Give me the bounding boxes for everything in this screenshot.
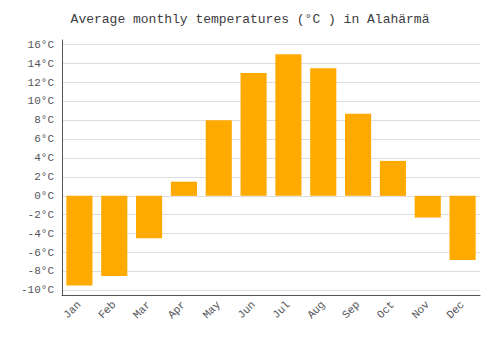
svg-text:Mar: Mar (131, 299, 153, 321)
svg-text:10°C: 10°C (28, 95, 55, 107)
svg-text:12°C: 12°C (28, 77, 55, 89)
svg-text:Dec: Dec (444, 299, 466, 321)
svg-text:Jun: Jun (235, 299, 257, 321)
svg-text:0°C: 0°C (34, 190, 54, 202)
svg-text:Jul: Jul (270, 299, 292, 321)
svg-text:-6°C: -6°C (28, 247, 55, 259)
svg-text:Feb: Feb (96, 299, 118, 321)
svg-text:Average monthly temperatures (: Average monthly temperatures (°C ) in Al… (71, 12, 430, 27)
svg-text:16°C: 16°C (28, 39, 55, 51)
svg-text:8°C: 8°C (34, 114, 54, 126)
svg-text:Apr: Apr (166, 299, 188, 321)
svg-text:May: May (201, 298, 224, 321)
svg-text:Aug: Aug (305, 299, 327, 321)
svg-text:14°C: 14°C (28, 58, 55, 70)
svg-text:-8°C: -8°C (28, 265, 55, 277)
svg-text:4°C: 4°C (34, 152, 54, 164)
svg-text:Oct: Oct (375, 299, 397, 321)
svg-text:Nov: Nov (410, 298, 433, 321)
svg-text:Sep: Sep (340, 299, 362, 321)
svg-text:6°C: 6°C (34, 133, 54, 145)
svg-text:2°C: 2°C (34, 171, 54, 183)
svg-text:-2°C: -2°C (28, 209, 55, 221)
svg-text:-10°C: -10°C (21, 284, 54, 296)
svg-text:Jan: Jan (61, 299, 83, 321)
svg-text:-4°C: -4°C (28, 228, 55, 240)
